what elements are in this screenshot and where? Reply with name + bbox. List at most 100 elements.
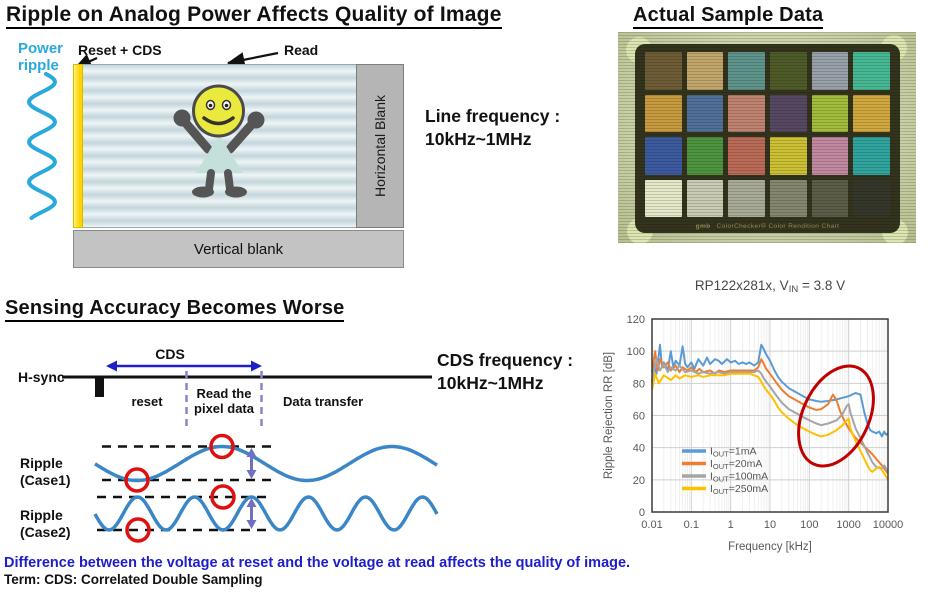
color-patch [853, 94, 890, 132]
color-patch [770, 52, 807, 90]
horizontal-blank-region: Horizontal Blank [356, 64, 404, 228]
color-patch [853, 179, 890, 217]
sensing-title: Sensing Accuracy Becomes Worse [5, 297, 345, 322]
horizontal-blank-label: Horizontal Blank [372, 95, 388, 197]
colorchecker-caption-text: ColorChecker® Color Rendition Chart [716, 223, 840, 230]
footer-note: Difference between the voltage at reset … [4, 555, 631, 571]
color-patch [686, 52, 724, 90]
sine-wave [26, 72, 58, 220]
color-patch [770, 179, 807, 217]
colorchecker-caption: gmb ColorChecker® Color Rendition Chart [635, 223, 900, 230]
colorchecker-grid [645, 52, 890, 217]
x-tick-label: 10 [764, 519, 776, 531]
data-transfer-label: Data transfer [283, 394, 363, 409]
color-patch [645, 137, 682, 175]
ripple-wave-case1 [94, 444, 438, 483]
chart-series-line [651, 372, 889, 481]
reset-cds-column [73, 64, 83, 228]
y-axis-label: Ripple Rejection RR [dB] [603, 352, 615, 479]
x-tick-label: 100 [800, 519, 818, 531]
color-patch [645, 94, 682, 132]
color-patch [728, 137, 765, 175]
sample-point-marker [209, 433, 235, 460]
color-patch [645, 52, 682, 90]
color-patch [645, 179, 682, 217]
ripple-case2-label-1: Ripple [20, 507, 63, 523]
x-axis-label: Frequency [kHz] [728, 541, 812, 553]
footer-term: Term: CDS: Correlated Double Sampling [4, 572, 263, 587]
main-title: Ripple on Analog Power Affects Quality o… [6, 3, 502, 29]
hsync-pulse [95, 377, 104, 397]
chart-series-line [651, 350, 889, 475]
annotation-ellipse [797, 364, 875, 468]
sample-data-title: Actual Sample Data [633, 4, 824, 29]
reset-cds-label: Reset + CDS [78, 42, 162, 58]
y-tick-label: 100 [627, 346, 645, 358]
color-patch [728, 52, 765, 90]
color-patch [811, 52, 849, 90]
vertical-blank-region: Vertical blank [73, 230, 404, 268]
x-tick-label: 1000 [836, 519, 860, 531]
chart-title: RP122x281x, VIN = 3.8 V [695, 278, 845, 295]
timing-diagram: H-sync CDS reset Read the pixel data Dat… [18, 346, 439, 543]
sample-point-marker [210, 484, 236, 510]
ripple-case2-label-2: (Case2) [20, 524, 71, 540]
colorchecker-brand: gmb [695, 223, 711, 230]
color-patch [686, 179, 724, 217]
read-label: Read [284, 42, 319, 58]
sensor-diagram: Horizontal Blank Vertical blank [73, 64, 404, 268]
legend-label: IOUT=20mA [710, 458, 762, 471]
x-tick-label: 1 [728, 519, 734, 531]
x-tick-label: 0.01 [641, 519, 662, 531]
chart-plot-border [651, 318, 889, 513]
color-patch [853, 137, 890, 175]
hsync-label: H-sync [18, 369, 65, 385]
color-patch [770, 137, 807, 175]
read-pixel-label-1: Read the [197, 386, 252, 401]
sample-photo: gmb ColorChecker® Color Rendition Chart [618, 32, 916, 243]
color-patch [686, 94, 724, 132]
ripple-case1-label-2: (Case1) [20, 472, 71, 488]
ripple-wave-case2 [93, 495, 439, 532]
color-patch [770, 94, 807, 132]
legend-label: IOUT=1mA [710, 446, 757, 459]
legend-label: IOUT=250mA [710, 483, 768, 496]
power-ripple-label: Power ripple [18, 40, 64, 74]
read-arrow-icon [226, 51, 279, 68]
person-figure [173, 84, 265, 198]
line-frequency-text: Line frequency : 10kHz~1MHz [425, 106, 561, 149]
y-tick-label: 80 [633, 378, 645, 390]
color-patch [728, 179, 765, 217]
color-patch [853, 52, 890, 90]
x-tick-label: 10000 [873, 519, 904, 531]
cds-frequency-text: CDS frequency : 10kHz~1MHz [437, 350, 574, 393]
legend-label: IOUT=100mA [710, 471, 768, 484]
sample-point-marker [124, 467, 150, 493]
color-patch [811, 94, 849, 132]
dress [196, 135, 243, 173]
arrow-line [226, 51, 279, 68]
pixel-array-area [83, 64, 356, 228]
color-patch [728, 94, 765, 132]
sample-point-marker [125, 517, 151, 543]
color-patch [686, 137, 724, 175]
y-tick-label: 40 [633, 443, 645, 455]
power-ripple-wave-icon [26, 72, 58, 220]
color-patch [811, 137, 849, 175]
smiley-face-icon [192, 84, 245, 138]
x-tick-label: 0.1 [684, 519, 699, 531]
cds-label: CDS [155, 346, 185, 362]
ripple-case1-label-1: Ripple [20, 455, 63, 471]
chart-series-line [651, 358, 889, 473]
color-patch [811, 179, 849, 217]
y-tick-label: 20 [633, 475, 645, 487]
read-pixel-label-2: pixel data [194, 401, 255, 416]
y-tick-label: 0 [639, 507, 645, 519]
y-tick-label: 120 [627, 314, 645, 326]
reset-label: reset [131, 394, 163, 409]
ripple-rejection-chart: 120 100 80 60 40 20 00.01 0.1 1 10 100 1000 10000 Fre… [603, 278, 904, 553]
vertical-blank-label: Vertical blank [193, 240, 284, 258]
y-tick-label: 60 [633, 411, 645, 423]
colorchecker-frame: gmb ColorChecker® Color Rendition Chart [635, 44, 900, 233]
